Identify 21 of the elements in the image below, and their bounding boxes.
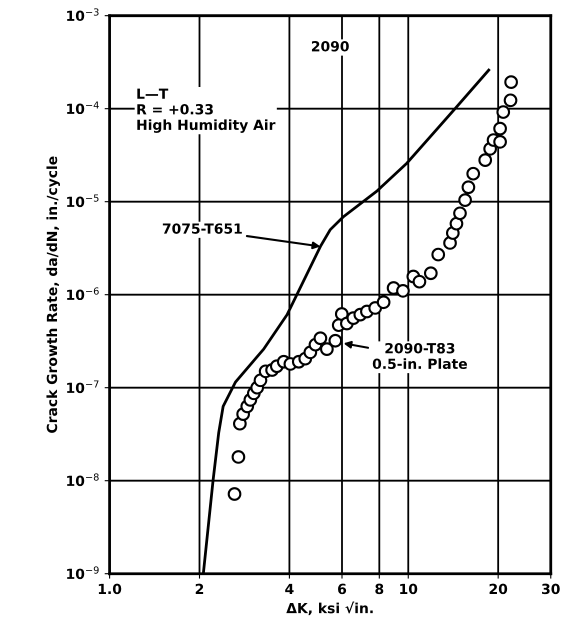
x-tick-label: 30 [542,584,560,594]
x-tick-label: 2 [196,584,204,594]
y-axis-title: Crack Growth Rate, da/dN, in./cycle [46,156,60,433]
annotation: 7075-T651 [162,223,242,234]
annotation: L—T R = +0.33 High Humidity Air [137,88,276,133]
y-tick-label: 10$^{−4}$ [67,101,99,114]
x-tick-label: 8 [375,584,384,594]
x-tick-label: 20 [490,584,508,594]
y-tick-label: 10$^{−6}$ [67,287,99,300]
x-tick-label: 1.0 [98,584,122,594]
x-tick-label: 10 [400,584,418,594]
x-tick-label: 4 [285,584,294,594]
annotation: 2090-T83 0.5-in. Plate [372,342,467,370]
x-axis-title: ΔK, ksi √in. [286,602,373,616]
y-tick-label: 10$^{−3}$ [67,8,99,22]
y-tick-label: 10$^{−5}$ [67,194,99,208]
annotation: 2090 [312,41,349,52]
y-tick-label: 10$^{−9}$ [67,566,99,580]
y-tick-label: 10$^{−7}$ [67,380,99,394]
x-tick-label: 6 [338,584,346,594]
y-tick-label: 10$^{−8}$ [67,473,99,486]
